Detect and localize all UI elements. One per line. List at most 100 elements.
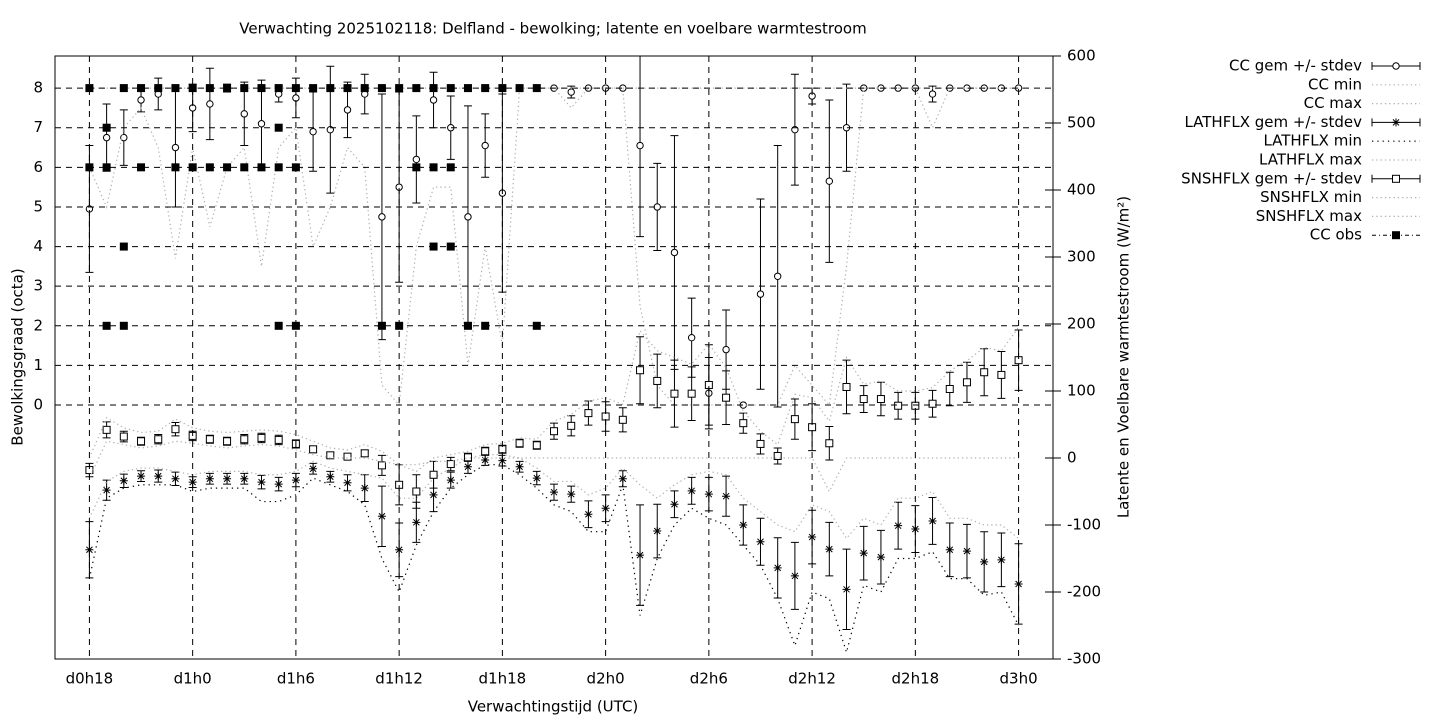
marker-square	[722, 393, 731, 402]
marker-asterisk	[360, 484, 369, 493]
marker-square	[1392, 174, 1400, 183]
x-tick-label: d2h0	[587, 670, 625, 688]
marker-circle	[120, 133, 128, 142]
marker-filled-square	[446, 242, 455, 251]
marker-square	[137, 437, 146, 446]
legend-label: CC obs	[1310, 226, 1362, 244]
y2-axis-label: Latente en Voelbare warmtestroom (W/m²)	[1115, 196, 1133, 518]
marker-circle	[309, 127, 317, 136]
marker-filled-square	[343, 84, 352, 93]
marker-asterisk	[876, 553, 885, 562]
marker-square	[240, 435, 249, 444]
marker-asterisk	[85, 545, 94, 554]
marker-asterisk	[223, 474, 232, 483]
marker-asterisk	[395, 545, 404, 554]
y-tick-label: 8	[33, 79, 43, 97]
marker-square	[257, 433, 266, 442]
marker-square	[997, 370, 1006, 379]
y-tick-label: 2	[33, 316, 43, 334]
marker-square	[463, 453, 472, 462]
marker-asterisk	[859, 549, 868, 558]
marker-square	[636, 366, 645, 375]
marker-asterisk	[481, 456, 490, 465]
marker-circle	[257, 120, 266, 128]
marker-asterisk	[825, 545, 834, 554]
y-axis-label: Bewolkingsgraad (octa)	[9, 268, 27, 445]
y2-tick-label: 100	[1067, 382, 1096, 400]
marker-filled-square	[412, 163, 421, 172]
marker-filled-square	[102, 321, 111, 330]
y-tick-label: 4	[33, 237, 43, 255]
x-tick-label: d0h18	[66, 670, 114, 688]
marker-square	[980, 368, 989, 377]
x-tick-label: d1h6	[277, 670, 315, 688]
marker-square	[343, 452, 352, 461]
marker-square	[429, 470, 438, 479]
marker-filled-square	[291, 84, 300, 93]
marker-circle	[378, 213, 386, 221]
marker-circle	[481, 141, 489, 150]
legend-label: LATHFLX max	[1259, 151, 1362, 169]
marker-asterisk	[687, 486, 696, 495]
marker-asterisk	[291, 476, 300, 485]
marker-circle	[928, 90, 937, 98]
marker-circle	[722, 345, 730, 354]
marker-filled-square	[137, 163, 146, 172]
legend-label: CC min	[1308, 75, 1362, 93]
legend-label: CC max	[1304, 94, 1363, 112]
marker-square	[756, 439, 765, 448]
legend-label: SNSHFLX max	[1256, 207, 1362, 225]
plot-frame	[54, 55, 1054, 660]
marker-circle	[412, 155, 421, 164]
y2-tick-label: 300	[1067, 248, 1096, 266]
marker-asterisk	[567, 490, 576, 499]
marker-square	[515, 439, 524, 448]
marker-asterisk	[670, 500, 679, 509]
chart-title: Verwachting 2025102118: Delfland - bewol…	[239, 20, 866, 38]
y2-tick-label: 600	[1067, 47, 1096, 65]
marker-asterisk	[584, 510, 593, 519]
marker-asterisk	[205, 474, 214, 483]
range-line	[88, 454, 1019, 540]
marker-circle	[464, 213, 472, 221]
marker-filled-square	[498, 84, 507, 93]
marker-square	[584, 409, 593, 418]
marker-square	[567, 421, 576, 430]
marker-circle	[636, 141, 644, 150]
marker-square	[739, 419, 748, 428]
marker-asterisk	[463, 462, 472, 471]
marker-circle	[687, 333, 696, 342]
marker-asterisk	[945, 545, 954, 554]
y2-tick-label: -200	[1067, 583, 1101, 601]
y-tick-label: 1	[33, 356, 43, 374]
marker-asterisk	[412, 518, 421, 527]
marker-square	[326, 451, 335, 460]
marker-square	[223, 437, 232, 446]
marker-square	[894, 401, 903, 410]
marker-filled-square	[257, 84, 266, 93]
y2-tick-label: -100	[1067, 516, 1101, 534]
marker-filled-square	[446, 163, 455, 172]
marker-asterisk	[808, 533, 817, 542]
marker-square	[550, 427, 558, 436]
marker-filled-square	[532, 321, 541, 330]
marker-asterisk	[739, 521, 748, 529]
legend-label: LATHFLX min	[1263, 132, 1362, 150]
marker-square	[481, 447, 490, 456]
marker-filled-square	[102, 123, 111, 132]
marker-circle	[567, 88, 575, 96]
y2-tick-label: 0	[1067, 449, 1077, 467]
marker-filled-square	[257, 163, 266, 172]
marker-asterisk	[274, 480, 283, 489]
marker-asterisk	[894, 521, 903, 530]
marker-circle	[670, 248, 679, 257]
marker-asterisk	[154, 472, 163, 481]
x-tick-label: d3h0	[1000, 670, 1038, 688]
marker-asterisk	[498, 456, 507, 465]
x-tick-label: d2h6	[690, 670, 728, 688]
marker-square	[962, 378, 971, 387]
marker-filled-square	[223, 163, 232, 172]
marker-filled-square	[171, 84, 180, 93]
